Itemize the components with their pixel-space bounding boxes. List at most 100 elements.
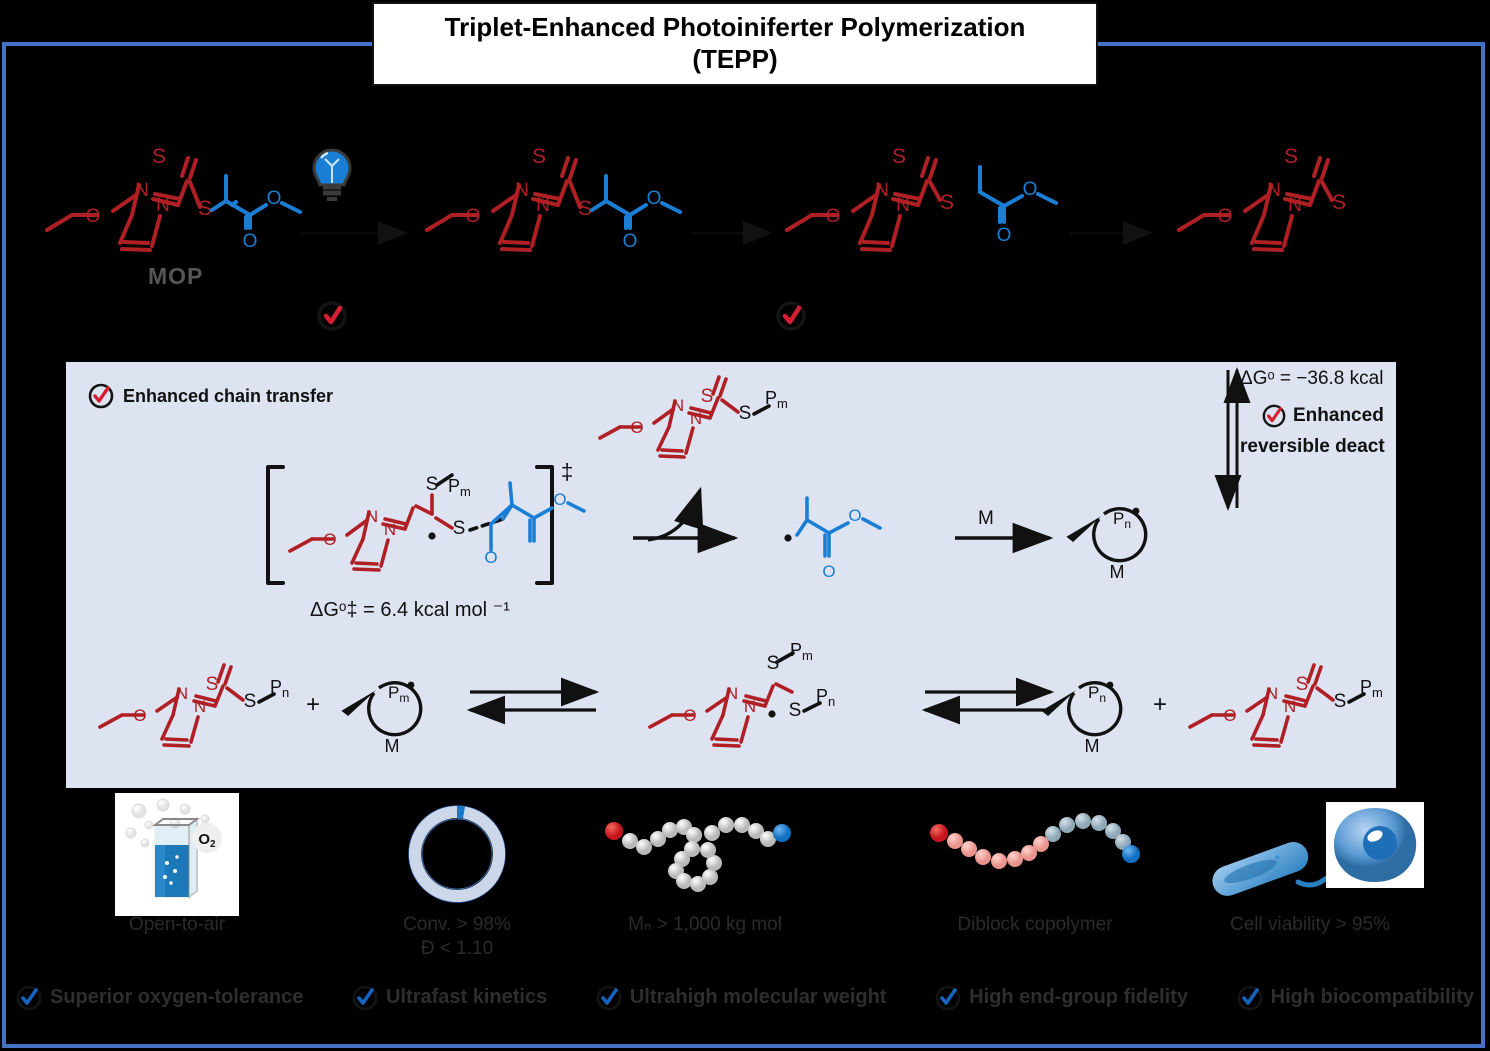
cell-bacteria-icon bbox=[1212, 802, 1424, 896]
mop-label: MOP bbox=[148, 263, 204, 289]
equilibrium-arrow-2 bbox=[921, 677, 1055, 725]
molecule-homolysis-products: O N N S S O O bbox=[785, 145, 1058, 252]
svg-text:S: S bbox=[789, 700, 802, 721]
mechanism-panel bbox=[66, 362, 1396, 788]
equilibrium-right-raft: O N N S S Pm bbox=[1188, 663, 1383, 748]
svg-text:O: O bbox=[1223, 706, 1236, 725]
svg-text:S: S bbox=[701, 386, 714, 407]
svg-text:M: M bbox=[385, 736, 400, 756]
red-check-icon-4 bbox=[1262, 404, 1286, 428]
caption-molecular-weight: Mₙ > 1,000 kg mol bbox=[628, 914, 782, 935]
caption-open-to-air: Open-to-air bbox=[128, 914, 226, 935]
svg-text:N: N bbox=[875, 180, 889, 201]
monomer-label-top: M bbox=[978, 508, 994, 529]
svg-text:N: N bbox=[515, 180, 529, 201]
svg-text:O: O bbox=[623, 231, 638, 252]
svg-text:S: S bbox=[152, 145, 166, 168]
product-macro-raft: O N N S S bbox=[598, 375, 771, 459]
feature-item-1: Superior oxygen-tolerance bbox=[16, 985, 303, 1011]
svg-text:O: O bbox=[826, 206, 841, 227]
svg-text:S: S bbox=[426, 474, 439, 495]
molecule-mop-1: O N N S S O O bbox=[45, 145, 302, 252]
chain-transfer-text: Enhanced chain transfer bbox=[123, 385, 334, 406]
svg-text:N: N bbox=[1266, 684, 1278, 703]
benefit-open-to-air: O2 Open-to-air bbox=[32, 792, 322, 937]
blue-check-icon-4 bbox=[935, 985, 961, 1010]
polymer-chain-icon bbox=[605, 817, 791, 892]
conversion-ring-icon bbox=[408, 805, 506, 903]
feature-bar: Superior oxygen-tolerance Ultrafast kine… bbox=[0, 975, 1490, 1020]
deactivation-label-1: Enhanced bbox=[1293, 405, 1384, 426]
svg-text:S: S bbox=[198, 197, 212, 220]
svg-text:O: O bbox=[822, 562, 835, 581]
svg-text:N: N bbox=[726, 684, 738, 703]
feature-label-1: Superior oxygen-tolerance bbox=[50, 986, 304, 1008]
svg-text:N: N bbox=[1284, 697, 1296, 716]
svg-text:N: N bbox=[672, 396, 684, 415]
transition-state-structure: O N N S S O O O bbox=[266, 465, 586, 585]
diblock-copolymer-icon bbox=[930, 813, 1140, 869]
svg-text:S: S bbox=[1296, 674, 1309, 695]
svg-text:S: S bbox=[739, 403, 752, 424]
svg-text:N: N bbox=[1288, 195, 1302, 216]
deactivation-delta-g: ΔGᵒ = −36.8 kcal bbox=[1240, 368, 1384, 389]
deactivation-label-2: reversible deact bbox=[1240, 436, 1385, 457]
svg-text:O: O bbox=[997, 225, 1012, 246]
svg-text:O: O bbox=[553, 490, 566, 509]
page-title: Triplet-Enhanced Photoiniferter Polymeri… bbox=[444, 12, 1026, 74]
svg-text:O: O bbox=[1218, 206, 1233, 227]
svg-text:O: O bbox=[630, 418, 643, 437]
feature-item-3: Ultrahigh molecular weight bbox=[596, 985, 887, 1011]
svg-text:O: O bbox=[267, 188, 282, 209]
svg-text:M: M bbox=[1110, 562, 1125, 582]
svg-text:O: O bbox=[323, 530, 336, 549]
svg-text:S: S bbox=[1332, 191, 1346, 214]
figure-title-box: Triplet-Enhanced Photoiniferter Polymeri… bbox=[372, 2, 1098, 86]
svg-text:S: S bbox=[578, 197, 592, 220]
caption-biocompatibility: Cell viability > 95% bbox=[1230, 914, 1390, 935]
benefit-biocompatibility: Cell viability > 95% bbox=[1165, 795, 1455, 937]
blue-check-icon-5 bbox=[1237, 985, 1262, 1010]
propagation-loop-top: Pn M bbox=[1066, 507, 1148, 582]
cuvette-oxygen-icon: O2 bbox=[115, 792, 239, 916]
red-check-icon-2 bbox=[776, 301, 806, 331]
svg-text:O: O bbox=[683, 706, 696, 725]
svg-text:Pn: Pn bbox=[1088, 683, 1106, 705]
product-chain-label: Pm bbox=[765, 388, 788, 411]
blue-check-icon-3 bbox=[596, 985, 622, 1010]
feature-item-2: Ultrafast kinetics bbox=[352, 985, 547, 1011]
branching-arrow bbox=[633, 486, 739, 554]
svg-text:O: O bbox=[133, 706, 146, 725]
double-dagger-label: ‡ bbox=[561, 459, 573, 484]
caption-conversion-1: Conv. > 98% bbox=[403, 914, 511, 935]
feature-item-5: High biocompatibility bbox=[1237, 985, 1474, 1011]
benefit-molecular-weight: Mₙ > 1,000 kg mol bbox=[560, 795, 850, 937]
blue-check-icon-2 bbox=[352, 985, 378, 1010]
feature-label-4: High end-group fidelity bbox=[969, 986, 1189, 1008]
svg-text:O: O bbox=[848, 506, 861, 525]
equilibrium-left-raft: O N N S S Pn bbox=[98, 663, 289, 748]
svg-text:N: N bbox=[1267, 180, 1281, 201]
svg-text:N: N bbox=[744, 697, 756, 716]
svg-text:O: O bbox=[647, 188, 662, 209]
feature-label-2: Ultrafast kinetics bbox=[386, 986, 548, 1008]
reversible-deactivation-callout: ΔGᵒ = −36.8 kcal Enhanced reversible dea… bbox=[1240, 368, 1396, 498]
svg-text:N: N bbox=[135, 180, 149, 201]
equilibrium-arrow-1 bbox=[466, 677, 600, 725]
svg-text:Pn: Pn bbox=[270, 677, 289, 700]
svg-text:Pm: Pm bbox=[790, 640, 813, 663]
propagation-loop-left: Pm M bbox=[341, 681, 423, 756]
svg-text:S: S bbox=[1284, 145, 1298, 168]
benefit-diblock: Diblock copolymer bbox=[890, 795, 1180, 937]
benefit-conversion: Conv. > 98% Đ < 1.10 bbox=[312, 795, 602, 961]
propagating-radical-blue: O O bbox=[784, 496, 882, 581]
blue-check-icon-1 bbox=[16, 985, 42, 1010]
svg-text:N: N bbox=[384, 520, 396, 539]
svg-text:Pm: Pm bbox=[1360, 677, 1383, 700]
svg-text:S: S bbox=[244, 691, 257, 712]
feature-label-3: Ultrahigh molecular weight bbox=[629, 986, 887, 1008]
feature-item-4: High end-group fidelity bbox=[935, 985, 1188, 1011]
caption-diblock: Diblock copolymer bbox=[957, 914, 1113, 935]
